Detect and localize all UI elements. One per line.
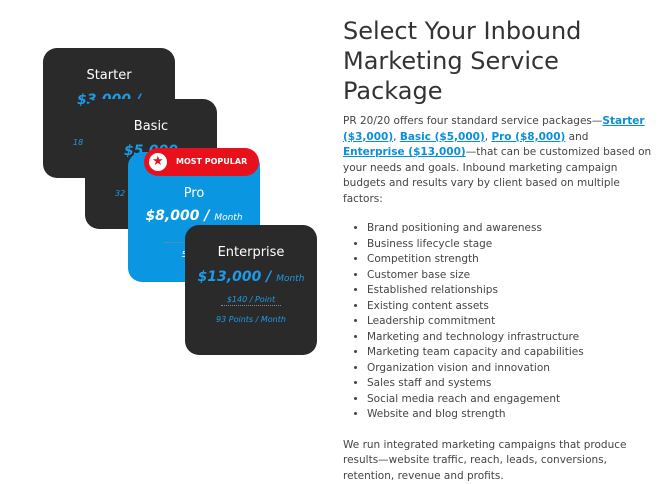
card-name: Pro [128,186,260,201]
intro-text: and [565,131,588,143]
card-price: $8,000 / Month [128,208,260,224]
price-unit: Month [276,274,304,284]
package-card: Enterprise $13,000 / Month $140 / Point 93 … [185,225,317,355]
badge: MOST POPULAR [144,148,259,176]
card-name: Basic [85,119,217,134]
card-name: Enterprise [185,245,317,260]
factor: Leadership commitment [367,314,653,330]
card-price: $13,000 / Month [185,269,317,285]
factor: Organization vision and innovation [367,361,653,377]
intro-text: , [393,131,400,143]
factor: Brand positioning and awareness [367,221,653,237]
factor: Customer base size [367,268,653,284]
factor: Website and blog strength [367,407,653,423]
intro-text: PR 20/20 offers four standard service pa… [343,115,602,127]
factor: Marketing and technology infrastructure [367,330,653,346]
package-link[interactable]: Pro ($8,000) [491,131,565,143]
price-unit: Month [214,213,242,223]
title: Select Your Inbound Marketing Service Pa… [343,16,653,106]
price: $13,000 / [198,269,272,285]
factor: Established relationships [367,283,653,299]
per-point: $140 / Point [221,295,281,306]
factor: Social media reach and engagement [367,392,653,408]
factor: Business lifecycle stage [367,237,653,253]
content: Select Your Inbound Marketing Service Pa… [343,16,653,484]
factor: Existing content assets [367,299,653,315]
factor: Marketing team capacity and capabilities [367,345,653,361]
factor-list: Brand positioning and awarenessBusiness … [343,221,653,423]
card-name: Starter [43,68,175,83]
package-link[interactable]: Basic ($5,000) [400,131,485,143]
package-link[interactable]: Enterprise ($13,000) [343,146,466,158]
factor: Competition strength [367,252,653,268]
points: 93 Points / Month [185,315,317,324]
price: $8,000 / [145,208,209,224]
intro: PR 20/20 offers four standard service pa… [343,114,653,207]
factor: Sales staff and systems [367,376,653,392]
closing: We run integrated marketing campaigns th… [343,438,653,484]
